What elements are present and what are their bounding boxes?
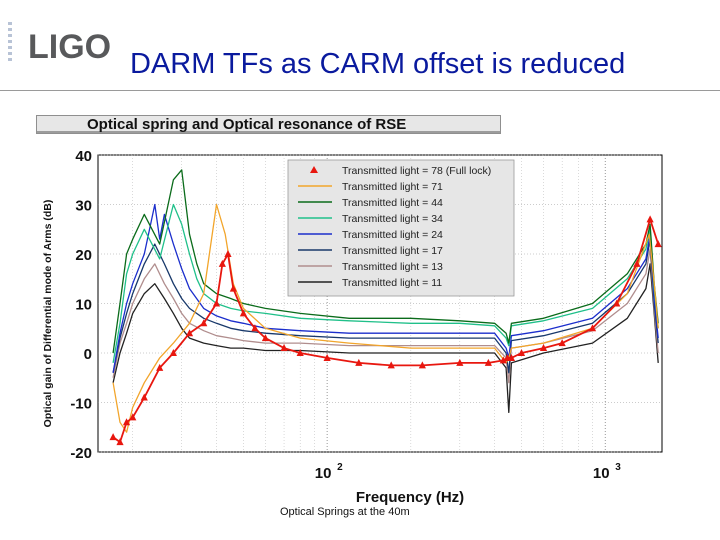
series-group <box>109 169 662 446</box>
legend-label: Transmitted light = 78 (Full lock) <box>342 165 491 177</box>
series-marker-triangle <box>239 309 248 317</box>
chart-title: Optical spring and Optical resonance of … <box>36 115 501 134</box>
legend: Transmitted light = 78 (Full lock) Transm… <box>287 159 515 297</box>
series-line <box>112 203 659 433</box>
series-line <box>112 203 659 364</box>
legend-label: Transmitted light = 13 <box>342 261 443 273</box>
series-marker-triangle <box>122 418 131 426</box>
series-marker-triangle <box>387 361 395 369</box>
series-marker-triangle <box>169 349 177 356</box>
series-marker-triangle <box>539 344 548 352</box>
legend-label: Transmitted light = 11 <box>342 277 442 289</box>
legend-label: Transmitted light = 17 <box>342 245 443 257</box>
series-marker-triangle <box>296 349 304 356</box>
series-marker-triangle <box>140 393 148 401</box>
series-marker-triangle <box>109 433 117 441</box>
series-marker-triangle <box>588 324 597 332</box>
series-marker-triangle <box>224 250 232 257</box>
legend-label: Transmitted light = 24 <box>342 229 443 241</box>
y-tick-label: -10 <box>70 396 92 413</box>
ligo-logo-bars <box>8 22 12 61</box>
series-marker-triangle <box>507 353 516 361</box>
ligo-logo: LIGO <box>8 22 111 66</box>
slide-caption: Optical Springs at the 40m <box>280 506 410 518</box>
series-marker-triangle <box>633 259 641 267</box>
y-tick-label: 40 <box>75 148 92 165</box>
legend-label: Transmitted light = 34 <box>342 213 443 225</box>
legend-label: Transmitted light = 71 <box>342 181 443 193</box>
series-marker-triangle <box>261 334 270 342</box>
series-marker-triangle <box>200 319 208 327</box>
y-tick-label: -20 <box>70 445 92 462</box>
series-marker-triangle <box>280 344 288 352</box>
ligo-logo-text: LIGO <box>28 28 111 66</box>
series-marker-triangle <box>646 215 654 223</box>
title-divider <box>0 90 720 91</box>
legend-box <box>287 159 515 297</box>
series-marker-triangle <box>517 349 526 356</box>
slide-title: DARM TFs as CARM offset is reduced <box>130 48 626 80</box>
series-marker-triangle <box>558 339 566 347</box>
y-tick-label: 20 <box>75 247 92 264</box>
series-marker-triangle <box>116 438 124 446</box>
y-tick-label: 10 <box>75 297 92 314</box>
series-marker-triangle <box>456 358 464 366</box>
y-tick-label: 30 <box>75 198 92 215</box>
series-marker-triangle <box>156 363 164 371</box>
series-marker-triangle <box>229 284 237 292</box>
legend-label: Transmitted light = 44 <box>342 197 443 209</box>
y-axis: 40 30 20 10 0 -10 -20 <box>70 148 92 462</box>
series-marker-triangle <box>185 329 194 337</box>
series-marker-triangle <box>129 413 137 421</box>
series-marker-triangle <box>418 361 426 369</box>
series-marker-triangle <box>355 358 363 366</box>
x-tick-label: 10 <box>315 465 332 482</box>
y-tick-label: 0 <box>84 346 92 363</box>
y-axis-label: Optical gain of Differential mode of Arm… <box>42 200 54 428</box>
series-marker-triangle <box>323 353 331 361</box>
series-marker-triangle <box>212 299 221 307</box>
x-axis-label: Frequency (Hz) <box>356 489 464 505</box>
series-line <box>112 169 659 354</box>
series-line <box>112 248 659 384</box>
series-marker-triangle <box>484 358 492 366</box>
dB-frequency-chart: 40 30 20 10 0 -10 -20 10 2 10 3 Frequency (Hz) Optic… <box>42 148 663 505</box>
series-marker-triangle <box>654 240 662 248</box>
series-marker-triangle <box>218 259 226 267</box>
series-marker-triangle <box>251 324 259 332</box>
x-tick-exponent: 2 <box>337 462 343 473</box>
legend-swatch <box>310 166 318 173</box>
x-axis: 10 2 10 3 <box>315 462 621 482</box>
series-marker-triangle <box>613 299 621 307</box>
x-tick-exponent: 3 <box>615 462 621 473</box>
series-marker-triangle <box>499 356 507 364</box>
x-tick-label: 10 <box>593 465 610 482</box>
